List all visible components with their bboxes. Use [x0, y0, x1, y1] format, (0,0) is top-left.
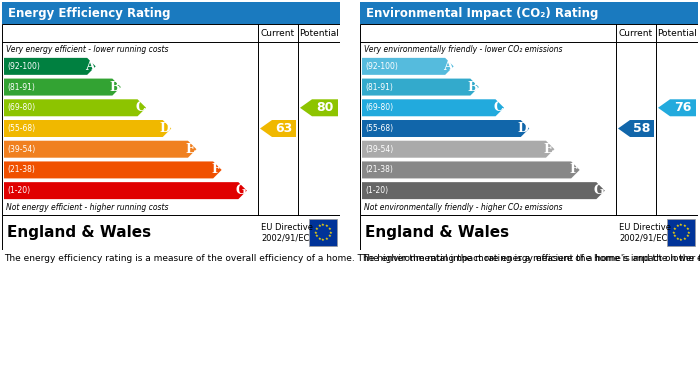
- Text: ★: ★: [317, 224, 321, 228]
- Text: England & Wales: England & Wales: [365, 225, 509, 240]
- Text: EU Directive
2002/91/EC: EU Directive 2002/91/EC: [261, 223, 313, 242]
- Text: Potential: Potential: [299, 29, 339, 38]
- Text: (69-80): (69-80): [365, 103, 393, 112]
- Text: 63: 63: [275, 122, 293, 135]
- Text: Environmental Impact (CO₂) Rating: Environmental Impact (CO₂) Rating: [366, 7, 598, 20]
- Text: D: D: [160, 122, 171, 135]
- Text: ★: ★: [685, 227, 690, 231]
- Text: E: E: [186, 143, 195, 156]
- Text: Energy Efficiency Rating: Energy Efficiency Rating: [8, 7, 171, 20]
- Polygon shape: [362, 58, 454, 75]
- Text: ★: ★: [321, 238, 325, 242]
- Text: ★: ★: [314, 231, 318, 235]
- Text: Very energy efficient - lower running costs: Very energy efficient - lower running co…: [6, 45, 169, 54]
- Text: ★: ★: [315, 227, 318, 231]
- Bar: [2, 2, 340, 24]
- Text: ★: ★: [672, 231, 676, 235]
- Text: (55-68): (55-68): [365, 124, 393, 133]
- Text: Potential: Potential: [657, 29, 697, 38]
- Text: G: G: [594, 184, 604, 197]
- Bar: [2, 215, 340, 250]
- Text: (1-20): (1-20): [7, 186, 30, 195]
- Polygon shape: [362, 182, 605, 199]
- Text: ★: ★: [328, 231, 332, 235]
- Polygon shape: [618, 120, 654, 137]
- Text: B: B: [468, 81, 478, 93]
- Polygon shape: [4, 161, 222, 178]
- Polygon shape: [4, 99, 146, 116]
- Text: F: F: [569, 163, 578, 176]
- Text: (39-54): (39-54): [7, 145, 35, 154]
- Text: ★: ★: [321, 223, 325, 227]
- Text: D: D: [518, 122, 528, 135]
- Polygon shape: [4, 120, 171, 137]
- Text: ★: ★: [687, 231, 690, 235]
- Text: Not energy efficient - higher running costs: Not energy efficient - higher running co…: [6, 203, 169, 212]
- Text: A: A: [443, 60, 453, 73]
- Text: The environmental impact rating is a measure of a home's impact on the environme: The environmental impact rating is a mea…: [362, 254, 700, 263]
- Text: ★: ★: [685, 234, 690, 238]
- Text: ★: ★: [682, 224, 687, 228]
- Bar: [667, 219, 695, 246]
- Text: (21-38): (21-38): [365, 165, 393, 174]
- Bar: [360, 24, 698, 215]
- Text: 58: 58: [634, 122, 651, 135]
- Text: The energy efficiency rating is a measure of the overall efficiency of a home. T: The energy efficiency rating is a measur…: [4, 254, 700, 263]
- Text: Current: Current: [261, 29, 295, 38]
- Text: (39-54): (39-54): [365, 145, 393, 154]
- Text: England & Wales: England & Wales: [7, 225, 151, 240]
- Polygon shape: [260, 120, 296, 137]
- Polygon shape: [658, 99, 696, 116]
- Text: (81-91): (81-91): [7, 83, 35, 91]
- Text: ★: ★: [325, 224, 328, 228]
- Text: ★: ★: [328, 227, 331, 231]
- Text: G: G: [236, 184, 246, 197]
- Polygon shape: [362, 161, 580, 178]
- Text: A: A: [85, 60, 95, 73]
- Polygon shape: [362, 99, 504, 116]
- Text: (69-80): (69-80): [7, 103, 35, 112]
- Text: ★: ★: [317, 237, 321, 241]
- Text: ★: ★: [673, 227, 676, 231]
- Text: Current: Current: [619, 29, 653, 38]
- Bar: [360, 215, 698, 250]
- Bar: [2, 24, 340, 215]
- Polygon shape: [362, 120, 529, 137]
- Text: B: B: [110, 81, 120, 93]
- Text: ★: ★: [328, 234, 331, 238]
- Text: (1-20): (1-20): [365, 186, 388, 195]
- Text: (92-100): (92-100): [365, 62, 398, 71]
- Text: Very environmentally friendly - lower CO₂ emissions: Very environmentally friendly - lower CO…: [364, 45, 563, 54]
- Text: ★: ★: [315, 234, 318, 238]
- Text: EU Directive
2002/91/EC: EU Directive 2002/91/EC: [619, 223, 671, 242]
- Polygon shape: [362, 79, 479, 95]
- Bar: [360, 2, 698, 24]
- Polygon shape: [4, 182, 247, 199]
- Polygon shape: [300, 99, 338, 116]
- Text: ★: ★: [676, 224, 679, 228]
- Polygon shape: [4, 79, 121, 95]
- Text: ★: ★: [682, 237, 687, 241]
- Polygon shape: [362, 141, 554, 158]
- Polygon shape: [4, 141, 197, 158]
- Text: ★: ★: [325, 237, 328, 241]
- Text: ★: ★: [673, 234, 676, 238]
- Text: (92-100): (92-100): [7, 62, 40, 71]
- Text: ★: ★: [679, 223, 683, 227]
- Text: (21-38): (21-38): [7, 165, 35, 174]
- Text: 80: 80: [316, 101, 334, 114]
- Text: ★: ★: [676, 237, 679, 241]
- Text: C: C: [135, 101, 145, 114]
- Text: (81-91): (81-91): [365, 83, 393, 91]
- Text: (55-68): (55-68): [7, 124, 35, 133]
- Bar: [309, 219, 337, 246]
- Text: C: C: [493, 101, 503, 114]
- Text: 76: 76: [674, 101, 692, 114]
- Polygon shape: [4, 58, 96, 75]
- Text: E: E: [544, 143, 553, 156]
- Text: F: F: [211, 163, 220, 176]
- Text: Not environmentally friendly - higher CO₂ emissions: Not environmentally friendly - higher CO…: [364, 203, 563, 212]
- Text: ★: ★: [679, 238, 683, 242]
